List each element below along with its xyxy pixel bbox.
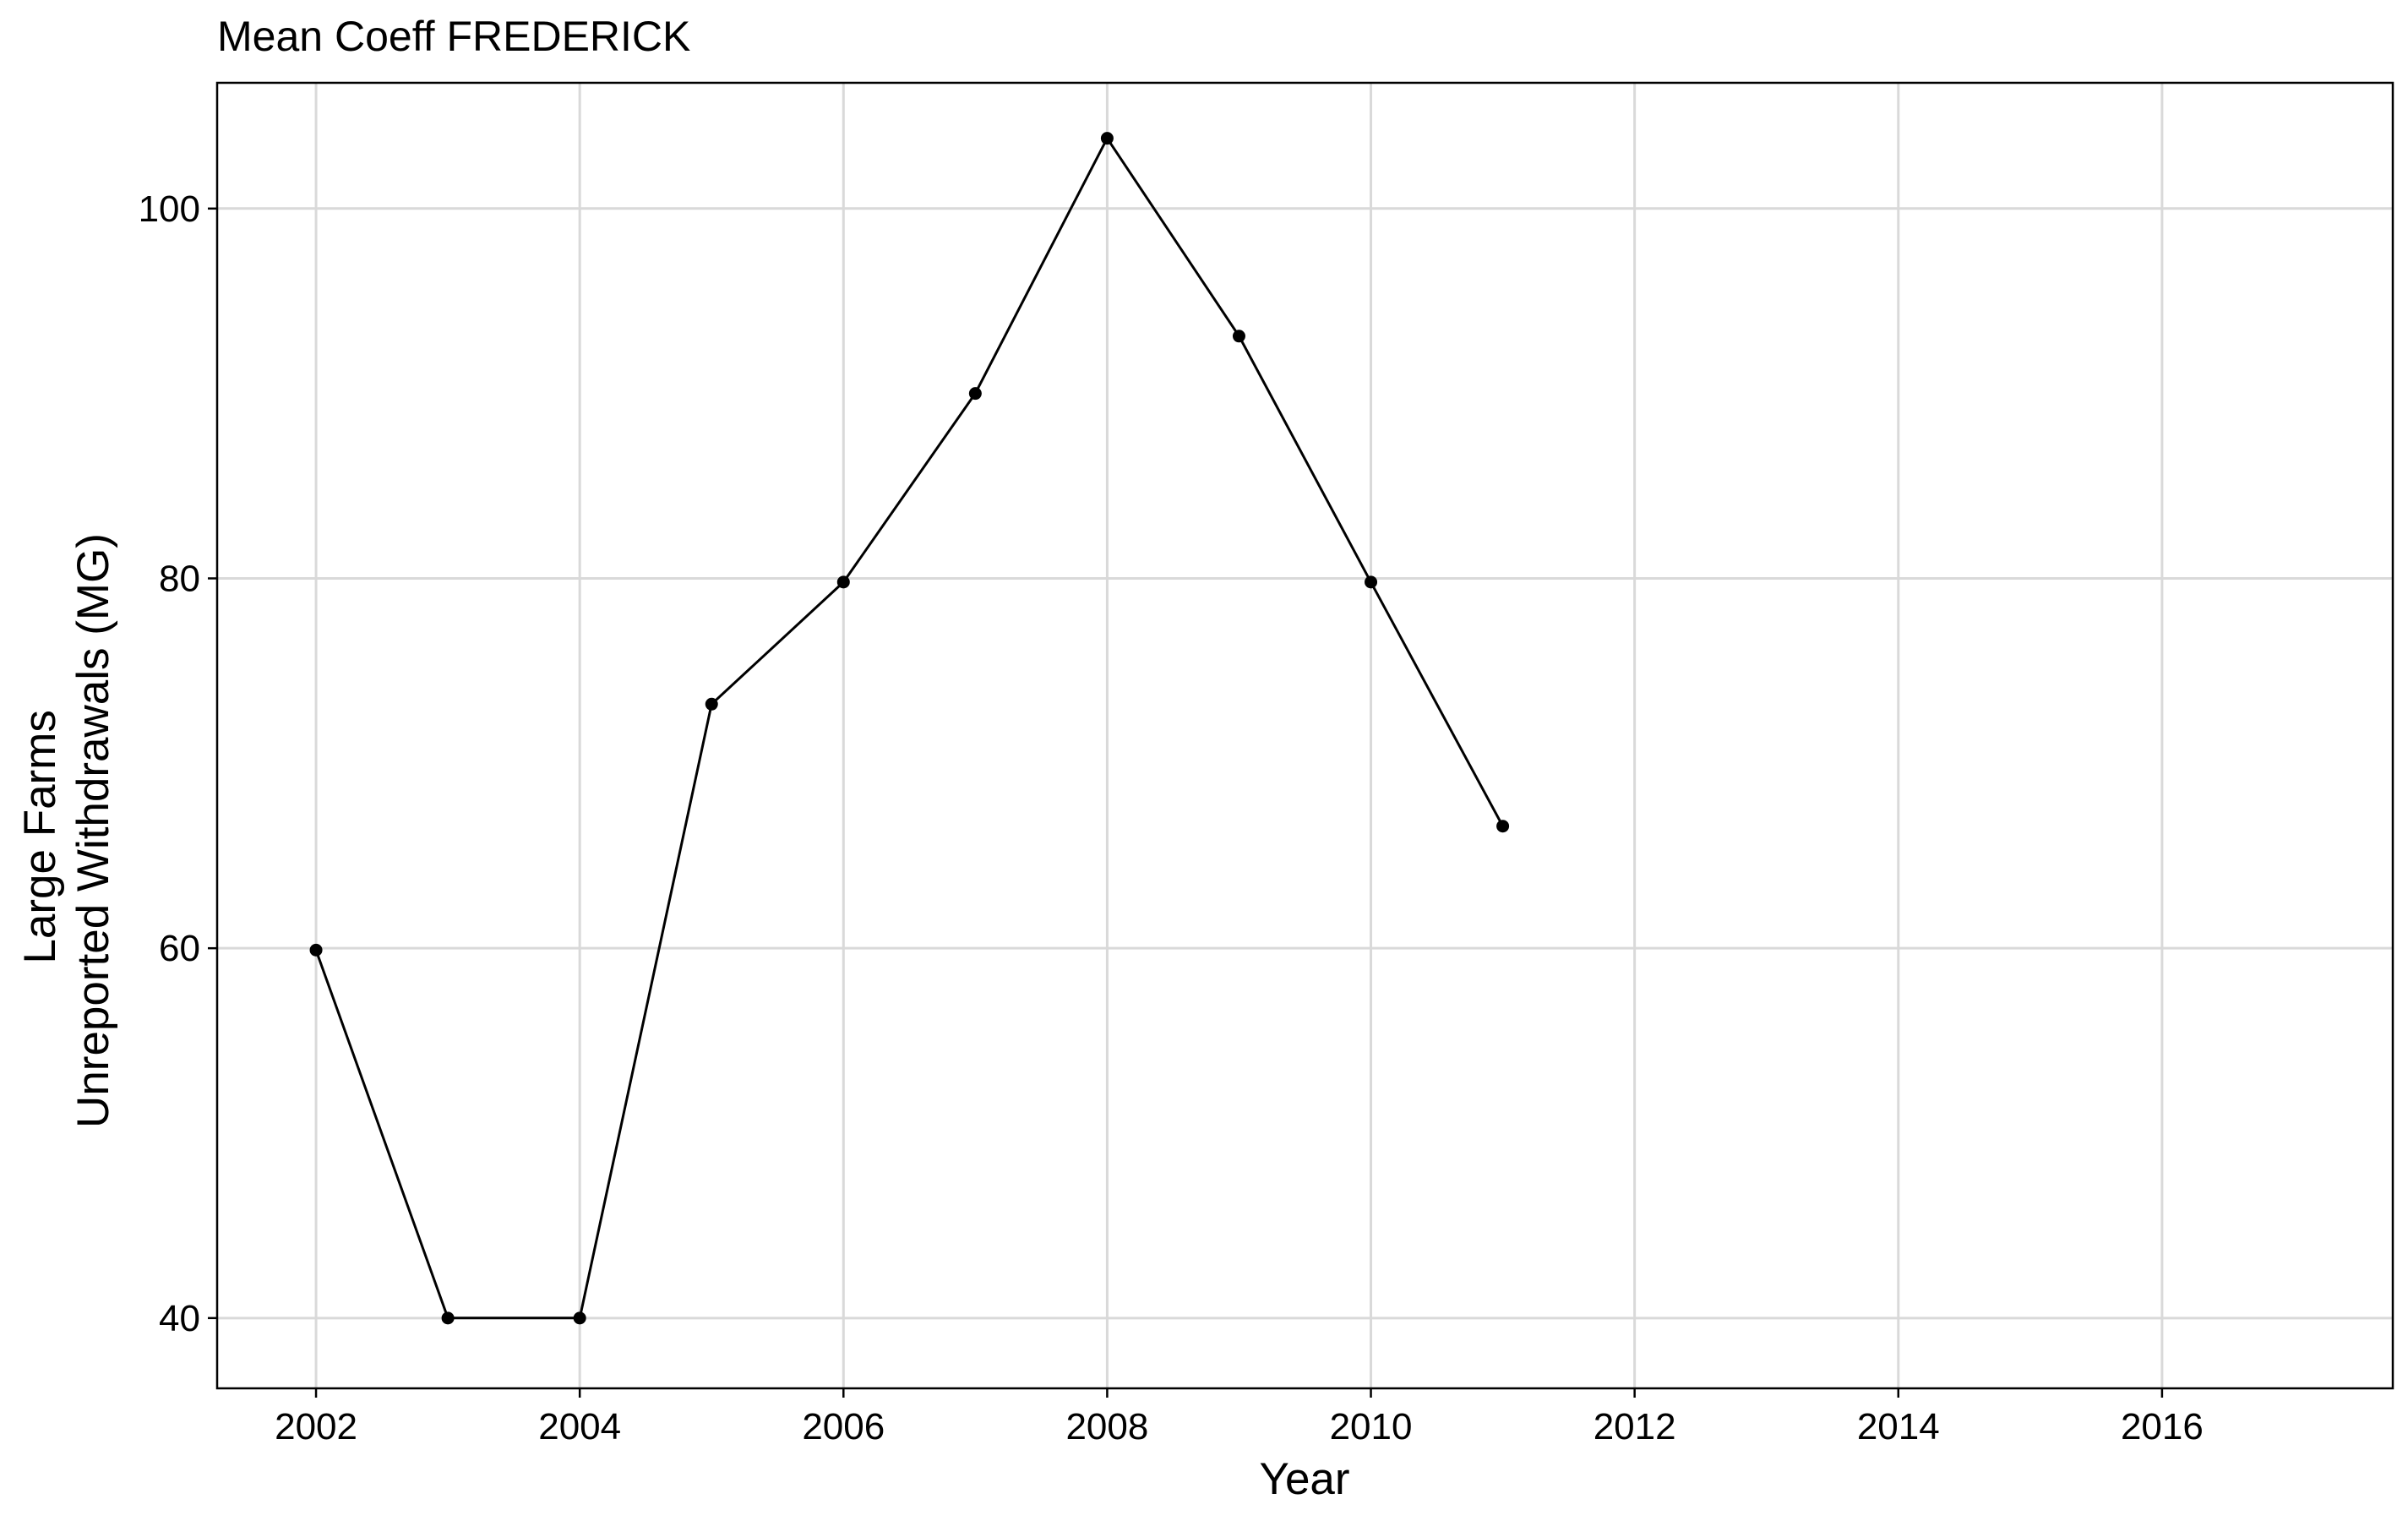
x-axis-title: Year xyxy=(1259,1454,1349,1504)
y-tick-label: 40 xyxy=(159,1298,200,1339)
data-point xyxy=(1496,820,1510,833)
data-series xyxy=(309,132,1510,1325)
y-tick-label: 80 xyxy=(159,558,200,599)
x-tick-label: 2014 xyxy=(1857,1406,1940,1447)
data-point xyxy=(705,697,718,711)
y-axis-title-line-1: Large Farms xyxy=(15,710,65,963)
data-point xyxy=(441,1311,455,1325)
x-tick-label: 2004 xyxy=(538,1406,621,1447)
y-axis: 40 60 80 100 xyxy=(139,188,217,1339)
data-point xyxy=(573,1311,586,1325)
x-tick-label: 2012 xyxy=(1594,1406,1676,1447)
data-point xyxy=(836,575,850,589)
gridlines xyxy=(217,83,2393,1388)
y-tick-label: 100 xyxy=(139,188,200,230)
y-axis-title-line-2: Unreported Withdrawals (MG) xyxy=(68,533,118,1128)
data-point xyxy=(1100,132,1114,145)
series-line xyxy=(314,135,1504,1320)
x-tick-label: 2008 xyxy=(1065,1406,1148,1447)
x-tick-label: 2006 xyxy=(802,1406,885,1447)
data-point xyxy=(1232,330,1245,343)
chart-title: Mean Coeff FREDERICK xyxy=(217,13,690,60)
y-tick-label: 60 xyxy=(159,928,200,969)
data-point xyxy=(1365,575,1378,589)
y-axis-title: Large Farms Unreported Withdrawals (MG) xyxy=(15,533,118,1128)
x-axis: 2002 2004 2006 2008 2010 2012 2014 2016 xyxy=(275,1388,2204,1447)
data-point xyxy=(309,943,323,957)
data-point xyxy=(968,387,982,401)
plot-panel-border xyxy=(215,81,2394,1390)
x-tick-label: 2002 xyxy=(275,1406,357,1447)
x-tick-label: 2010 xyxy=(1330,1406,1413,1447)
x-tick-label: 2016 xyxy=(2121,1406,2204,1447)
